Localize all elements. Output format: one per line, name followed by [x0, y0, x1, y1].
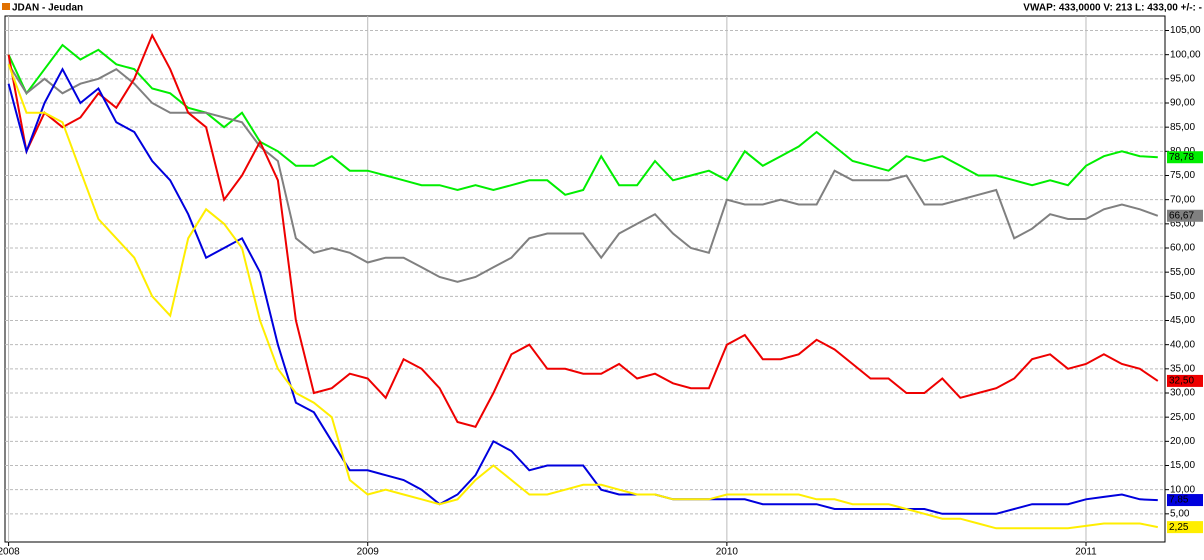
y-tick-label: 30,00	[1170, 388, 1195, 399]
last-value-label: 66,67	[1169, 210, 1194, 221]
quote-info: VWAP: 433,0000 V: 213 L: 433,00 +/-: -	[1023, 3, 1202, 14]
last-value-badge	[1167, 374, 1203, 387]
y-tick-label: 95,00	[1170, 73, 1195, 84]
y-tick-label: 85,00	[1170, 122, 1195, 133]
y-tick-label: 25,00	[1170, 412, 1195, 423]
last-value-badge	[1167, 151, 1203, 164]
x-tick-label: 2008	[0, 547, 20, 558]
last-value-label: 32,50	[1169, 376, 1194, 387]
y-tick-label: 60,00	[1170, 243, 1195, 254]
last-value-badge	[1167, 209, 1203, 222]
icon	[2, 3, 10, 10]
price-line	[7, 67, 1158, 515]
y-tick-label: 55,00	[1170, 267, 1195, 278]
y-tick-label: 35,00	[1170, 363, 1195, 374]
price-line	[7, 63, 1159, 283]
last-value-label: 7,85	[1169, 495, 1189, 506]
price-line	[7, 32, 1159, 428]
price-line	[7, 63, 1158, 530]
y-tick-label: 50,00	[1170, 291, 1195, 302]
x-tick-label: 2010	[716, 547, 739, 558]
plot-frame	[4, 15, 1166, 543]
price-line	[7, 43, 1158, 196]
y-tick-label: 40,00	[1170, 339, 1195, 350]
y-tick-label: 45,00	[1170, 315, 1195, 326]
y-tick-label: 100,00	[1170, 49, 1201, 60]
y-tick-label: 75,00	[1170, 170, 1195, 181]
y-tick-label: 65,00	[1170, 218, 1195, 229]
x-tick-label: 2009	[357, 547, 380, 558]
chart-title: JDAN - Jeudan	[12, 3, 83, 14]
y-tick-label: 5,00	[1170, 508, 1190, 519]
last-value-badge	[1167, 521, 1203, 534]
y-tick-label: 70,00	[1170, 194, 1195, 205]
y-tick-label: 10,00	[1170, 484, 1195, 495]
y-tick-label: 20,00	[1170, 436, 1195, 447]
y-tick-label: 90,00	[1170, 98, 1195, 109]
x-tick-label: 2011	[1075, 547, 1097, 558]
y-tick-label: 15,00	[1170, 460, 1195, 471]
last-value-label: 2,25	[1169, 522, 1189, 533]
last-value-badge	[1167, 494, 1203, 507]
last-value-label: 78,78	[1169, 152, 1194, 163]
y-tick-label: 105,00	[1170, 25, 1201, 36]
